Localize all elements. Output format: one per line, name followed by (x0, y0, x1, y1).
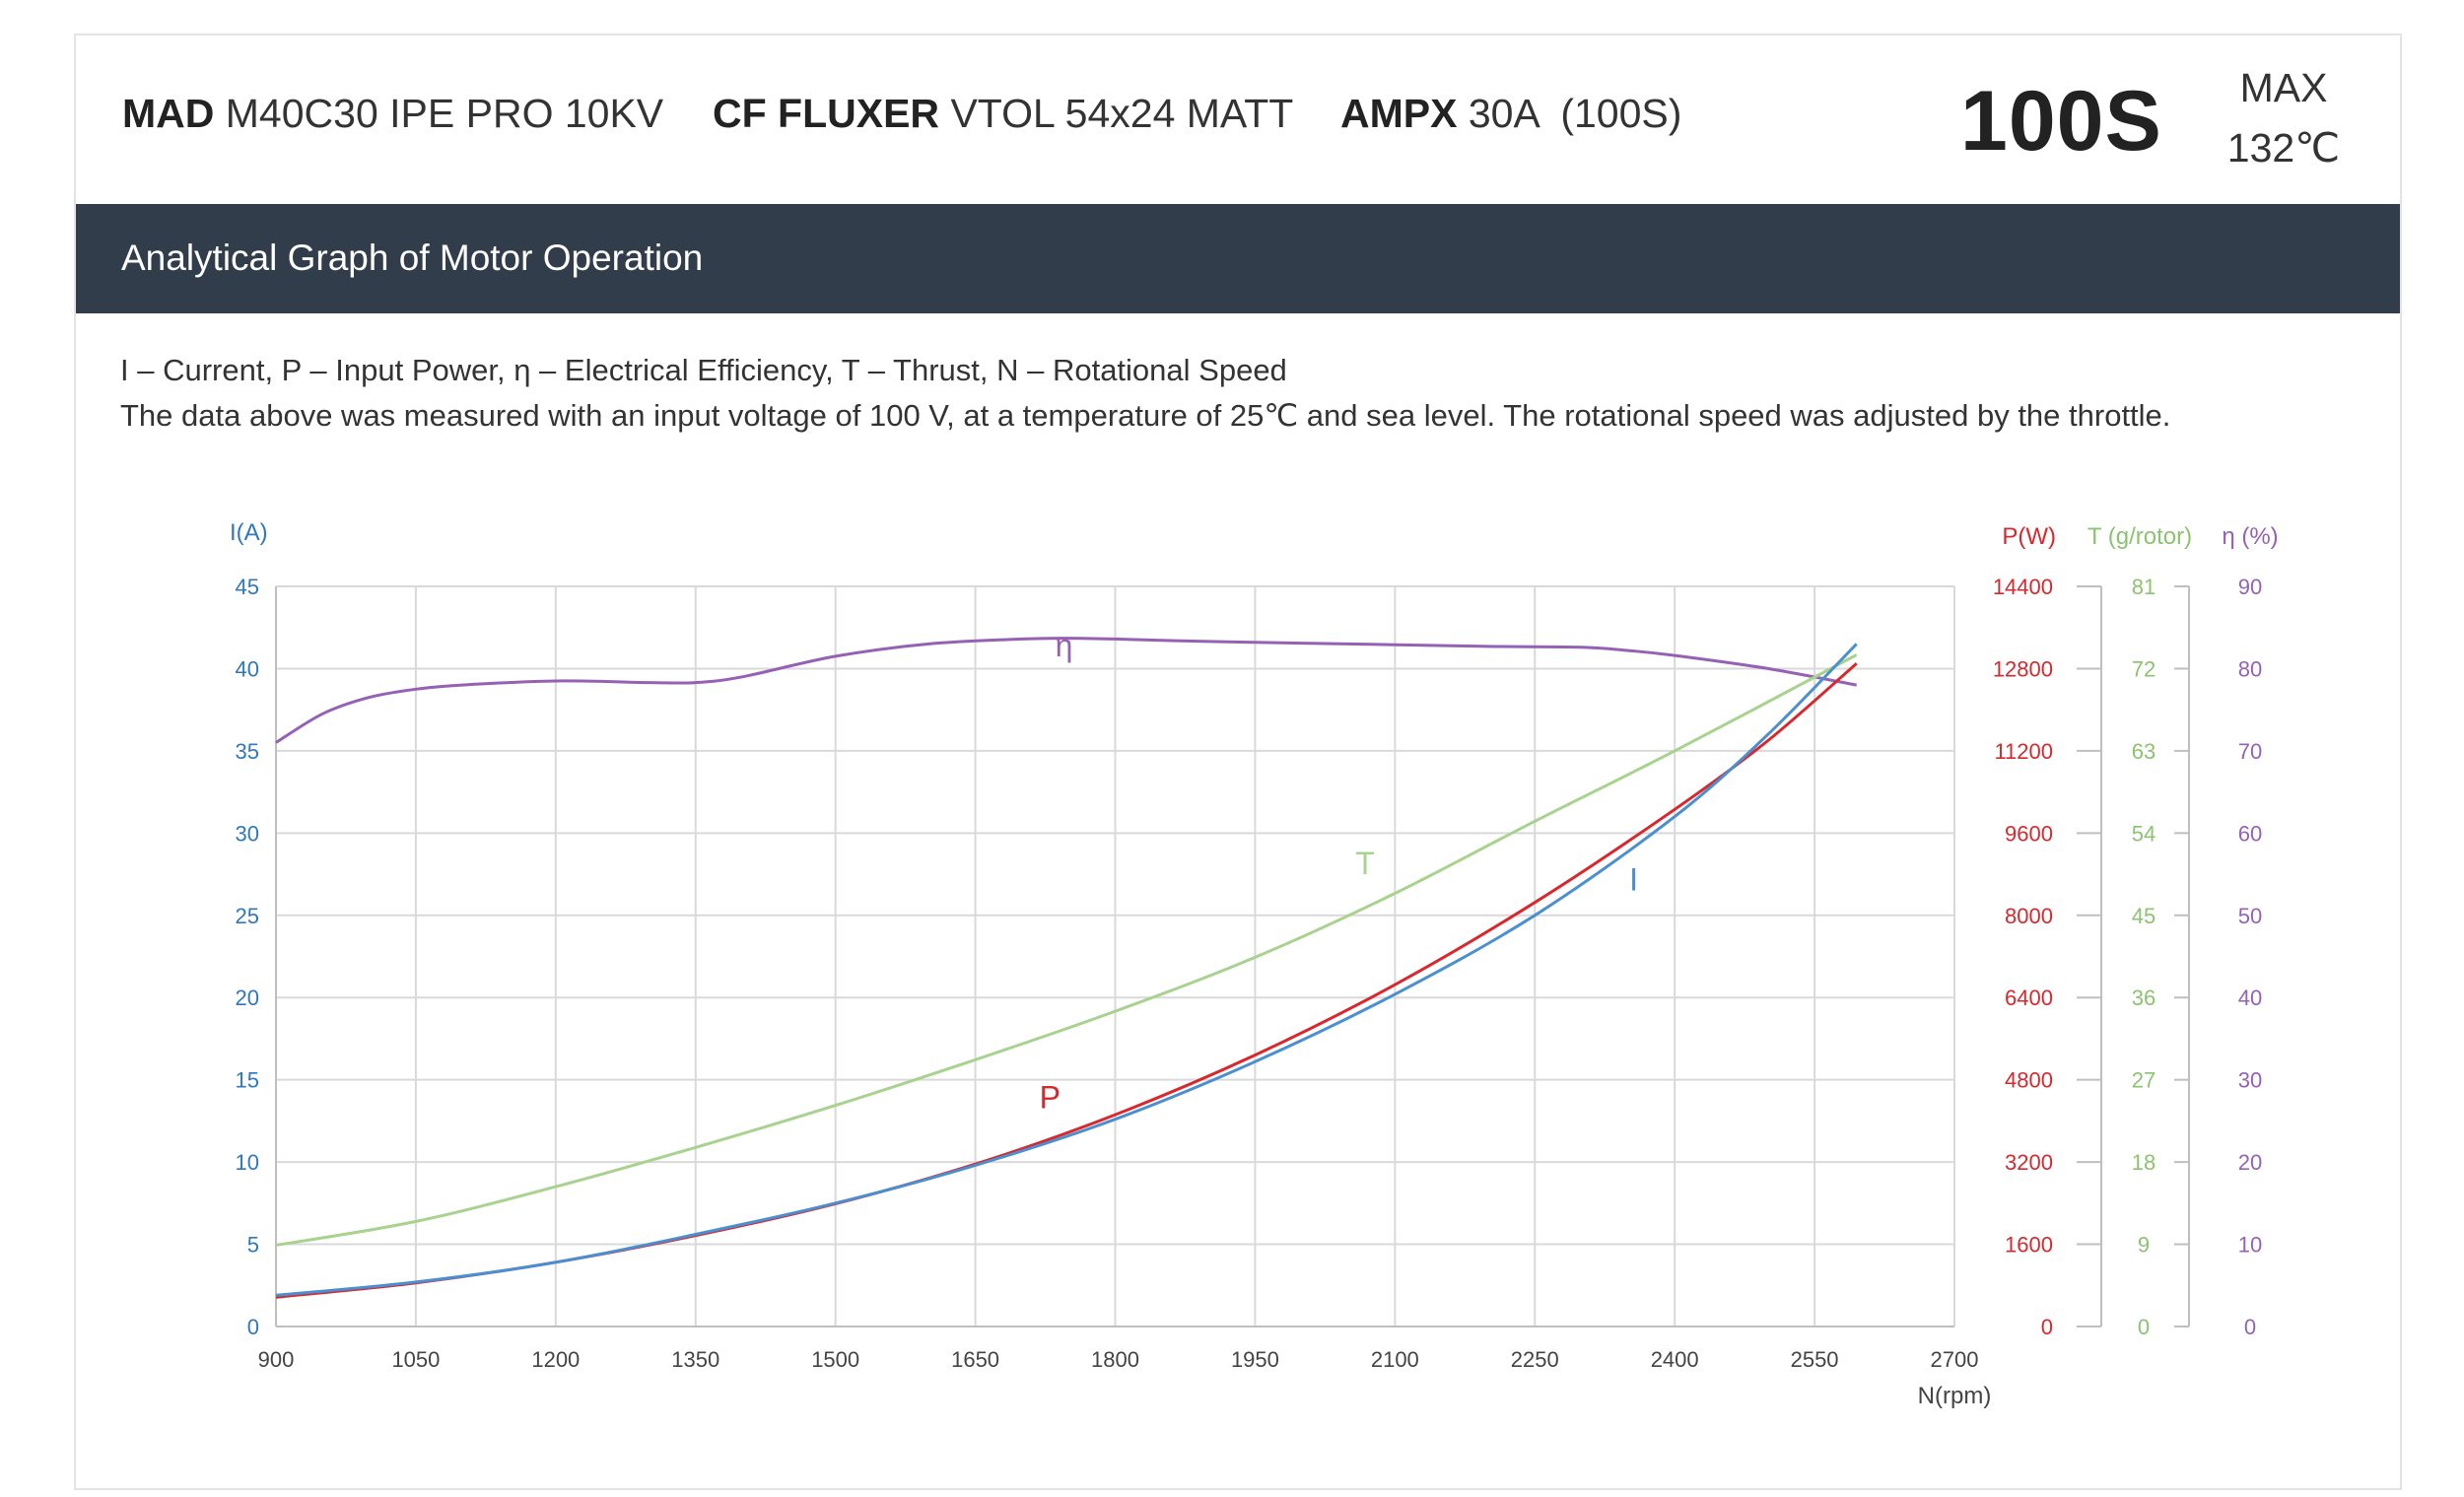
efficiency-tick-label: 0 (2244, 1315, 2256, 1339)
thrust-tick-label: 81 (2132, 575, 2156, 599)
current-tick-label: 10 (236, 1150, 259, 1175)
current-tick-label: 20 (236, 986, 259, 1010)
efficiency-tick-label: 50 (2238, 904, 2262, 928)
power-tick-label: 3200 (2005, 1150, 2053, 1175)
x-tick-label: 1800 (1091, 1347, 1139, 1372)
current-tick-label: 15 (236, 1068, 259, 1093)
thrust-axis-title: T (g/rotor) (2088, 523, 2192, 550)
conditions-note: The data above was measured with an inpu… (120, 398, 2171, 433)
max-temp-label: MAX (2239, 65, 2328, 110)
power-tick-label: 8000 (2005, 904, 2053, 928)
current-axis-title: I(A) (230, 519, 268, 546)
efficiency-curve-label: η (1056, 628, 1073, 663)
voltage-badge: 100S (1960, 74, 2162, 169)
x-axis-title: N(rpm) (1918, 1383, 1992, 1409)
power-tick-label: 6400 (2005, 986, 2053, 1010)
propeller-spec: CF FLUXER VTOL 54x24 MATT (713, 91, 1293, 137)
x-tick-label: 900 (258, 1347, 295, 1372)
spec-card: MAD M40C30 IPE PRO 10KV CF FLUXER VTOL 5… (74, 34, 2402, 1490)
thrust-tick-label: 9 (2138, 1233, 2150, 1258)
power-tick-label: 1600 (2005, 1233, 2053, 1258)
current-curve-label: I (1629, 862, 1638, 898)
x-tick-label: 1350 (671, 1347, 719, 1372)
x-tick-label: 1050 (391, 1347, 440, 1372)
motor-model: M40C30 IPE PRO 10KV (225, 91, 664, 136)
thrust-tick-label: 18 (2132, 1150, 2156, 1175)
current-tick-label: 25 (236, 904, 259, 928)
spec-header: MAD M40C30 IPE PRO 10KV CF FLUXER VTOL 5… (76, 35, 2400, 204)
power-tick-label: 9600 (2005, 821, 2053, 846)
x-tick-label: 1650 (951, 1347, 999, 1372)
current-line (275, 643, 1858, 1297)
power-axis-title: P(W) (2002, 523, 2056, 550)
propeller-brand: CF FLUXER (713, 91, 940, 136)
power-line (275, 662, 1858, 1299)
power-curve-label: P (1040, 1079, 1061, 1115)
esc-spec: AMPX 30A (100S) (1340, 91, 1681, 137)
esc-model: 30A (100S) (1468, 91, 1682, 136)
current-tick-label: 40 (236, 656, 259, 681)
efficiency-tick-label: 20 (2238, 1150, 2262, 1175)
section-band: Analytical Graph of Motor Operation (76, 204, 2400, 313)
thrust-tick-label: 0 (2138, 1315, 2150, 1339)
x-tick-label: 2100 (1371, 1347, 1419, 1372)
current-tick-label: 0 (247, 1315, 259, 1339)
legend-note: I – Current, P – Input Power, η – Electr… (120, 353, 1287, 387)
power-tick-label: 0 (2041, 1315, 2053, 1339)
efficiency-tick-label: 30 (2238, 1068, 2262, 1093)
esc-brand: AMPX (1340, 91, 1458, 136)
power-tick-label: 11200 (1994, 739, 2053, 764)
thrust-tick-label: 27 (2132, 1068, 2156, 1093)
efficiency-tick-label: 40 (2238, 986, 2262, 1010)
thrust-tick-label: 36 (2132, 986, 2156, 1010)
power-tick-label: 4800 (2005, 1068, 2053, 1093)
current-tick-label: 35 (236, 739, 259, 764)
x-tick-label: 2700 (1931, 1347, 1979, 1372)
x-tick-label: 1950 (1231, 1347, 1279, 1372)
current-tick-label: 5 (247, 1233, 259, 1258)
thrust-tick-label: 45 (2132, 904, 2156, 928)
efficiency-axis-title: η (%) (2222, 523, 2278, 550)
power-tick-label: 12800 (1993, 656, 2053, 681)
current-tick-label: 45 (236, 575, 259, 599)
x-tick-label: 1200 (531, 1347, 580, 1372)
x-tick-label: 2550 (1791, 1347, 1839, 1372)
thrust-tick-label: 72 (2132, 656, 2156, 681)
efficiency-tick-label: 10 (2238, 1233, 2262, 1258)
x-tick-label: 2400 (1651, 1347, 1699, 1372)
current-tick-label: 30 (236, 821, 259, 846)
section-title: Analytical Graph of Motor Operation (121, 238, 704, 278)
propeller-model: VTOL 54x24 MATT (950, 91, 1294, 136)
max-temp-value: 132℃ (2226, 125, 2341, 170)
motor-spec: MAD M40C30 IPE PRO 10KV (122, 91, 663, 137)
efficiency-line (275, 637, 1857, 744)
x-tick-label: 2250 (1511, 1347, 1559, 1372)
efficiency-tick-label: 60 (2238, 821, 2262, 846)
efficiency-tick-label: 80 (2238, 656, 2262, 681)
thrust-line (275, 653, 1858, 1247)
efficiency-tick-label: 90 (2238, 575, 2262, 599)
x-tick-label: 1500 (811, 1347, 859, 1372)
motor-brand: MAD (122, 91, 215, 136)
thrust-tick-label: 63 (2132, 739, 2156, 764)
power-tick-label: 14400 (1993, 575, 2053, 599)
thrust-tick-label: 54 (2132, 821, 2156, 846)
thrust-curve-label: T (1355, 846, 1375, 881)
efficiency-tick-label: 70 (2238, 739, 2262, 764)
